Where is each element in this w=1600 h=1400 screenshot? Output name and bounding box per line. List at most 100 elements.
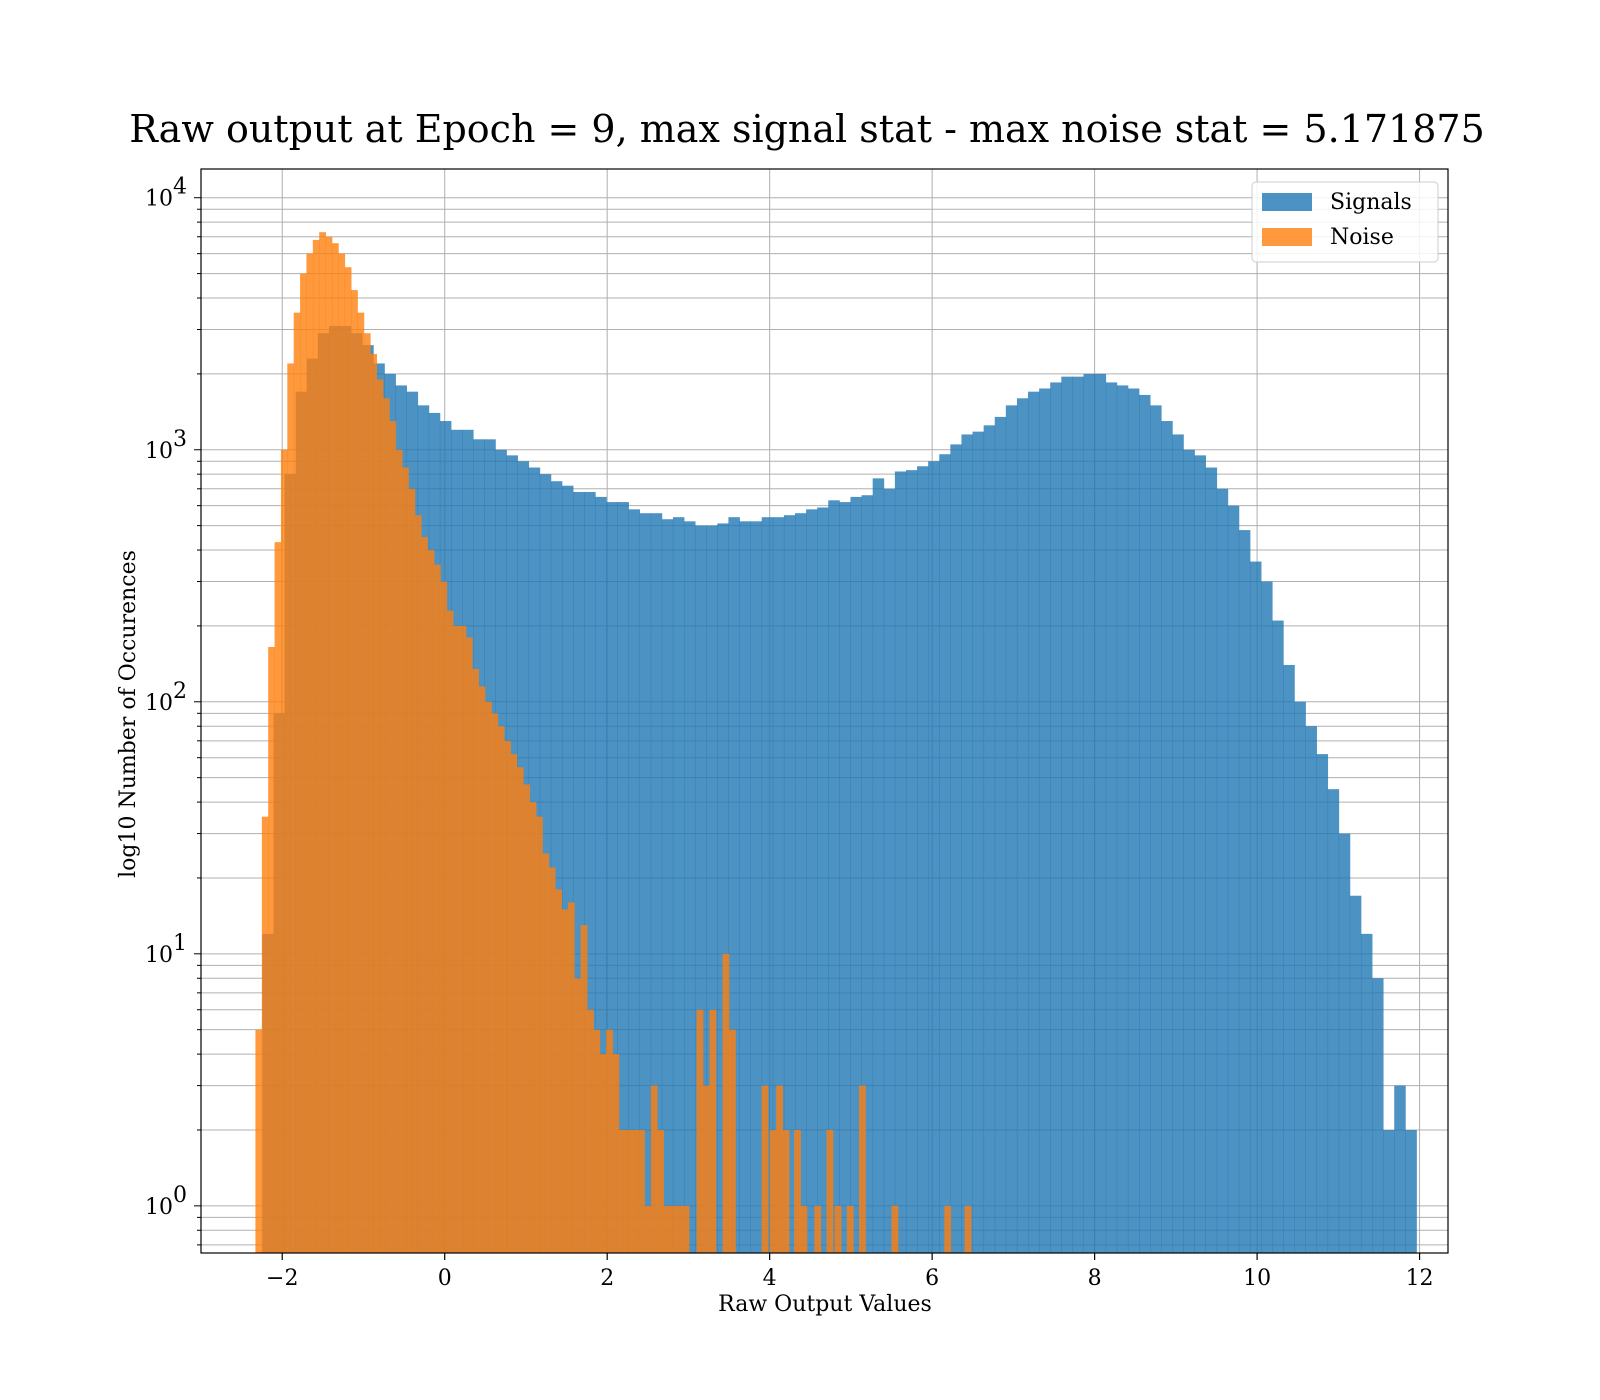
legend-swatch-noise bbox=[1262, 228, 1312, 246]
signals-bar bbox=[1261, 581, 1273, 1253]
noise-bar bbox=[402, 467, 409, 1253]
signals-bar bbox=[739, 521, 752, 1253]
noise-bar bbox=[529, 802, 537, 1253]
signals-bar bbox=[817, 507, 829, 1253]
legend: Signals Noise bbox=[1251, 181, 1439, 263]
noise-bar bbox=[638, 1129, 645, 1253]
noise-bar bbox=[606, 1029, 613, 1253]
signals-bar bbox=[684, 521, 696, 1253]
x-tick-label: 6 bbox=[925, 1266, 939, 1291]
signals-bar bbox=[917, 466, 929, 1253]
noise-bar bbox=[618, 1129, 626, 1253]
signals-bar bbox=[850, 496, 862, 1253]
noise-bar bbox=[555, 889, 562, 1253]
signals-bar bbox=[1116, 385, 1129, 1253]
noise-bar bbox=[657, 1129, 664, 1253]
signals-bar bbox=[772, 517, 785, 1253]
noise-bar bbox=[408, 488, 416, 1254]
x-axis-label: Raw Output Values bbox=[718, 1292, 932, 1317]
signals-bar bbox=[905, 470, 918, 1254]
signals-bar bbox=[1150, 405, 1162, 1253]
chart-title: Raw output at Epoch = 9, max signal stat… bbox=[129, 107, 1485, 151]
noise-bar bbox=[338, 253, 346, 1254]
signals-bar bbox=[628, 509, 641, 1253]
noise-bar bbox=[574, 978, 582, 1253]
noise-bar bbox=[782, 1129, 790, 1253]
noise-bar bbox=[548, 867, 556, 1253]
y-tick-exponent: 0 bbox=[173, 1183, 187, 1208]
signals-bar bbox=[617, 502, 629, 1253]
noise-bar bbox=[306, 253, 314, 1254]
signals-bar bbox=[1394, 1085, 1406, 1253]
noise-bar bbox=[440, 581, 448, 1253]
noise-bar bbox=[357, 312, 365, 1253]
noise-bar bbox=[287, 363, 295, 1254]
noise-bar bbox=[891, 1205, 899, 1253]
legend-swatch-signals bbox=[1262, 193, 1312, 211]
signals-bar bbox=[1194, 455, 1206, 1253]
signals-bar bbox=[939, 454, 951, 1253]
noise-bar bbox=[776, 1085, 783, 1253]
noise-bar bbox=[351, 290, 358, 1254]
signals-bar bbox=[1127, 388, 1140, 1253]
noise-bar bbox=[729, 1029, 736, 1253]
noise-bar bbox=[846, 1205, 854, 1253]
noise-bar bbox=[261, 816, 269, 1253]
x-tick-label: −2 bbox=[266, 1266, 298, 1291]
y-tick-label: 10 bbox=[145, 439, 173, 464]
signals-bar bbox=[639, 513, 652, 1253]
noise-bars bbox=[255, 232, 972, 1254]
noise-bar bbox=[612, 1054, 620, 1253]
noise-bar bbox=[650, 1085, 658, 1253]
signals-bar bbox=[1172, 434, 1184, 1253]
signals-bar bbox=[806, 509, 818, 1253]
noise-bar bbox=[300, 273, 307, 1254]
signals-bar bbox=[672, 517, 685, 1253]
noise-bar bbox=[625, 1129, 633, 1253]
noise-bar bbox=[344, 267, 352, 1253]
noise-bar bbox=[363, 333, 371, 1253]
signals-bar bbox=[1039, 388, 1051, 1253]
noise-bar bbox=[542, 853, 550, 1253]
signals-bar bbox=[1139, 394, 1151, 1254]
signals-bar bbox=[1405, 1129, 1417, 1253]
noise-bar bbox=[663, 1205, 671, 1253]
signals-bar bbox=[1283, 664, 1295, 1253]
noise-bar bbox=[274, 542, 282, 1253]
noise-bar bbox=[510, 754, 518, 1253]
signals-bar bbox=[550, 481, 563, 1253]
noise-bar bbox=[696, 1009, 704, 1253]
signals-bar bbox=[861, 495, 874, 1253]
noise-bar bbox=[599, 1054, 607, 1253]
signals-bar bbox=[1161, 421, 1173, 1253]
signals-bar bbox=[761, 517, 774, 1253]
legend-label-noise: Noise bbox=[1330, 225, 1394, 250]
noise-bar bbox=[644, 1205, 652, 1253]
signals-bar bbox=[950, 444, 962, 1254]
signals-bar bbox=[606, 502, 618, 1253]
signals-bar bbox=[1383, 1129, 1395, 1253]
signals-bar bbox=[1238, 530, 1251, 1253]
noise-bar bbox=[516, 767, 524, 1253]
signals-bar bbox=[1360, 933, 1373, 1253]
legend-label-signals: Signals bbox=[1330, 190, 1412, 215]
noise-bar bbox=[669, 1205, 677, 1253]
signals-bar bbox=[584, 491, 596, 1253]
signals-bar bbox=[1216, 488, 1229, 1254]
noise-bar bbox=[536, 816, 543, 1253]
signals-bar bbox=[1349, 895, 1362, 1253]
noise-bar bbox=[567, 902, 575, 1253]
noise-bar bbox=[561, 909, 569, 1253]
noise-bar bbox=[331, 243, 339, 1254]
signals-bar bbox=[1205, 467, 1218, 1253]
signals-bar bbox=[783, 515, 796, 1253]
signals-bar bbox=[961, 434, 973, 1253]
noise-bar bbox=[485, 701, 492, 1253]
y-tick-label: 10 bbox=[145, 691, 173, 716]
plot-frame bbox=[200, 168, 1449, 1254]
noise-bar bbox=[414, 515, 422, 1253]
signals-bar bbox=[1072, 376, 1084, 1253]
signals-bar bbox=[994, 416, 1007, 1253]
y-tick-label: 10 bbox=[145, 943, 173, 968]
